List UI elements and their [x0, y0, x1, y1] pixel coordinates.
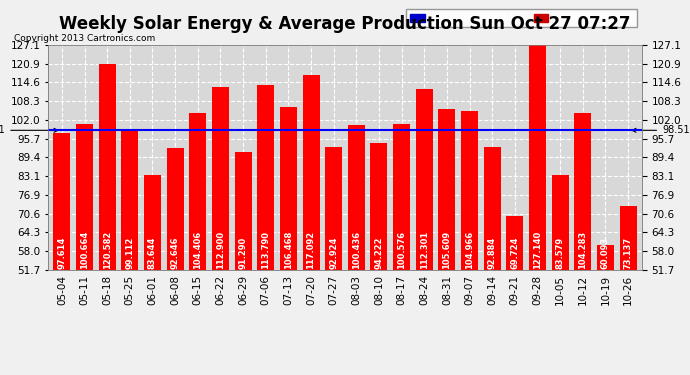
- Text: 92.646: 92.646: [170, 236, 179, 268]
- Text: 91.290: 91.290: [239, 236, 248, 268]
- Bar: [620, 206, 637, 375]
- Bar: [597, 245, 614, 375]
- Bar: [53, 133, 70, 375]
- Bar: [371, 143, 388, 375]
- Bar: [438, 109, 455, 375]
- Bar: [144, 175, 161, 375]
- Bar: [484, 147, 501, 375]
- Text: 99.112: 99.112: [126, 236, 135, 268]
- Text: 98.511: 98.511: [632, 125, 690, 135]
- Text: 83.579: 83.579: [555, 236, 564, 268]
- Bar: [552, 175, 569, 375]
- Text: 127.140: 127.140: [533, 230, 542, 268]
- Text: 60.093: 60.093: [601, 236, 610, 268]
- Text: 92.924: 92.924: [329, 236, 338, 268]
- Bar: [257, 85, 274, 375]
- Bar: [461, 111, 478, 375]
- Text: 112.900: 112.900: [216, 230, 225, 268]
- Bar: [302, 75, 319, 375]
- Text: 83.644: 83.644: [148, 236, 157, 268]
- Text: 105.609: 105.609: [442, 230, 451, 268]
- Text: Weekly Solar Energy & Average Production Sun Oct 27 07:27: Weekly Solar Energy & Average Production…: [59, 15, 631, 33]
- Bar: [280, 106, 297, 375]
- Text: 100.436: 100.436: [352, 230, 361, 268]
- Text: 100.576: 100.576: [397, 230, 406, 268]
- Text: 120.582: 120.582: [103, 230, 112, 268]
- Text: 94.222: 94.222: [375, 236, 384, 268]
- Text: 112.301: 112.301: [420, 230, 428, 268]
- Bar: [121, 129, 138, 375]
- Legend: Average (kWh), Weekly (kWh): Average (kWh), Weekly (kWh): [406, 9, 637, 27]
- Bar: [235, 152, 252, 375]
- Bar: [416, 89, 433, 375]
- Text: 104.283: 104.283: [578, 230, 587, 268]
- Text: 104.966: 104.966: [465, 230, 474, 268]
- Bar: [325, 147, 342, 375]
- Bar: [167, 148, 184, 375]
- Bar: [99, 64, 116, 375]
- Bar: [76, 124, 93, 375]
- Text: 100.664: 100.664: [80, 230, 89, 268]
- Text: 117.092: 117.092: [306, 230, 315, 268]
- Bar: [348, 124, 365, 375]
- Bar: [529, 45, 546, 375]
- Bar: [212, 87, 229, 375]
- Text: 69.724: 69.724: [511, 236, 520, 268]
- Bar: [506, 216, 523, 375]
- Bar: [393, 124, 410, 375]
- Text: 97.614: 97.614: [57, 236, 66, 268]
- Text: 73.137: 73.137: [624, 236, 633, 268]
- Bar: [189, 113, 206, 375]
- Text: 106.468: 106.468: [284, 230, 293, 268]
- Text: 113.790: 113.790: [262, 231, 270, 268]
- Text: Copyright 2013 Cartronics.com: Copyright 2013 Cartronics.com: [14, 34, 155, 43]
- Text: 92.884: 92.884: [488, 236, 497, 268]
- Bar: [574, 113, 591, 375]
- Text: 98.511: 98.511: [0, 125, 58, 135]
- Text: 104.406: 104.406: [193, 230, 202, 268]
